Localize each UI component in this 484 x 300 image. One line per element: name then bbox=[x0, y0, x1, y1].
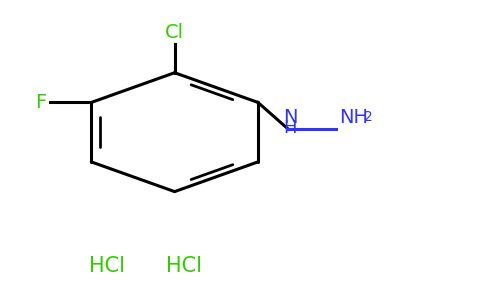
Text: HCl: HCl bbox=[89, 256, 125, 276]
Text: HCl: HCl bbox=[166, 256, 202, 276]
Text: 2: 2 bbox=[364, 110, 373, 124]
Text: Cl: Cl bbox=[165, 23, 184, 42]
Text: NH: NH bbox=[339, 108, 368, 128]
Text: F: F bbox=[35, 93, 46, 112]
Text: N: N bbox=[283, 108, 298, 127]
Text: H: H bbox=[284, 119, 297, 137]
